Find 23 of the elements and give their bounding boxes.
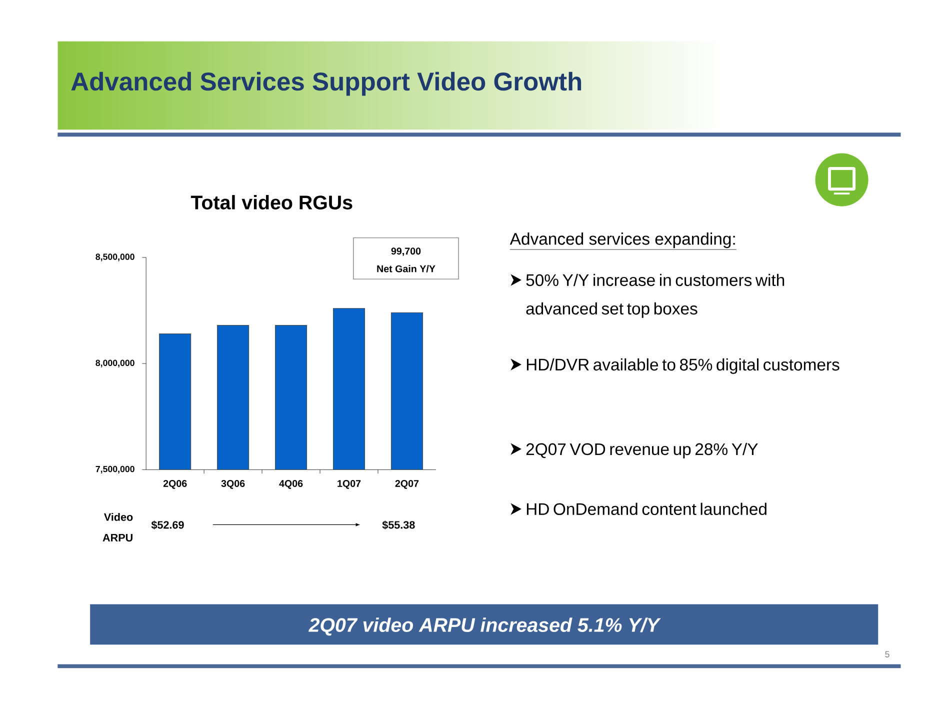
x-tick-label: 2Q07 (395, 480, 419, 489)
text: 50% Y/Y increase in customers with advanced set top boxes (526, 274, 784, 318)
text: $55.38 (382, 520, 415, 530)
text: ARPU (102, 534, 132, 542)
annotation: Net Gain Y/Y (377, 264, 436, 272)
x-tick-label: 3Q06 (221, 480, 245, 489)
text: Advanced services expanding: (510, 232, 735, 248)
y-tick-label: 8,500,000 (96, 254, 134, 262)
text: Video (104, 512, 133, 521)
x-tick-label: 2Q06 (163, 480, 187, 489)
x-tick-label: 1Q07 (338, 480, 361, 489)
text: HD OnDemand content launched (526, 502, 766, 515)
text: Advanced Services Support Video Growth (71, 72, 582, 96)
y-tick-label: 7,500,000 (96, 466, 134, 474)
text: 2Q07 video ARPU increased 5.1% Y/Y (308, 617, 661, 636)
text: HD/DVR available to 85% digital customers (526, 358, 840, 374)
text: 5 (885, 651, 890, 658)
text: 99,700 (391, 247, 421, 256)
y-tick-label: 8,000,000 (96, 360, 134, 368)
chart-title: Total video RGUs (190, 194, 352, 210)
x-tick-label: 4Q06 (279, 480, 303, 489)
text: $52.69 (151, 520, 184, 530)
text: 2Q07 VOD revenue up 28% Y/Y (526, 442, 758, 458)
